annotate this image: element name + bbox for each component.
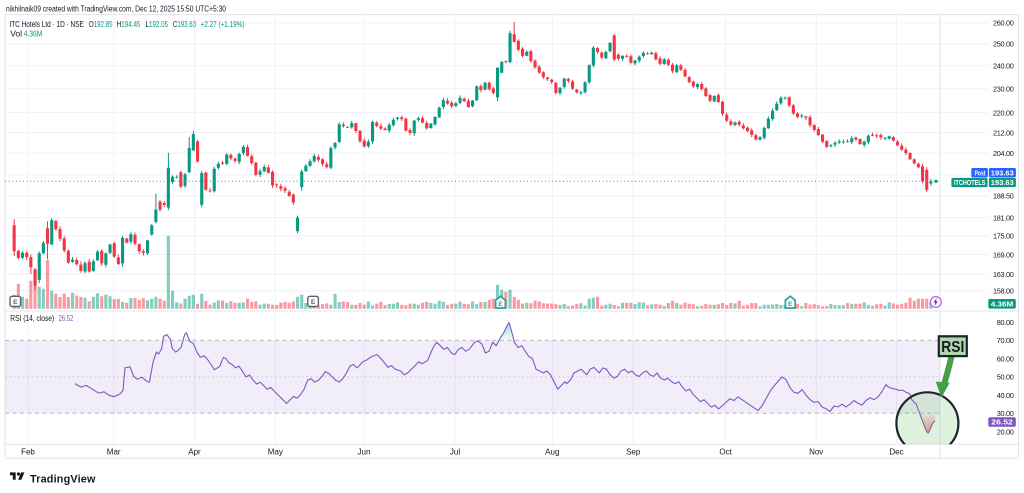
svg-text:TradingView: TradingView [30,473,96,485]
svg-text:240.00: 240.00 [993,62,1014,71]
svg-text:4.36M: 4.36M [24,29,43,39]
svg-text:250.00: 250.00 [993,40,1014,49]
svg-text:Vol: Vol [10,29,22,39]
svg-text:Mar: Mar [107,448,121,457]
svg-text:80.00: 80.00 [997,318,1014,327]
svg-text:ITCHOTELS: ITCHOTELS [954,178,985,187]
svg-text:Sep: Sep [626,448,641,457]
svg-text:Feb: Feb [21,448,35,457]
svg-text:Apr: Apr [188,448,201,457]
svg-text:188.50: 188.50 [993,192,1014,201]
svg-text:RSI (14, close): RSI (14, close) [10,313,54,323]
svg-text:Nov: Nov [809,448,823,457]
svg-text:nikhilnaik09 created with Trad: nikhilnaik09 created with TradingView.co… [6,5,226,14]
svg-text:193.63: 193.63 [991,168,1014,177]
svg-text:ITC Hotels Ltd · 1D · NSE: ITC Hotels Ltd · 1D · NSE [9,19,84,29]
svg-text:175.00: 175.00 [993,232,1014,241]
svg-text:20.00: 20.00 [997,427,1014,436]
svg-text:Oct: Oct [719,448,732,457]
svg-text:230.00: 230.00 [993,85,1014,94]
svg-text:50.00: 50.00 [997,373,1014,382]
svg-text:212.00: 212.00 [993,128,1014,137]
svg-text:193.63: 193.63 [991,178,1014,187]
svg-text:H194.45: H194.45 [117,19,141,29]
svg-text:E: E [498,301,503,308]
svg-text:260.00: 260.00 [993,19,1014,28]
svg-text:Jul: Jul [450,448,460,457]
svg-text:RSI: RSI [941,339,964,356]
svg-text:220.00: 220.00 [993,108,1014,117]
svg-text:O192.85: O192.85 [89,19,113,29]
svg-text:L192.05: L192.05 [146,19,169,29]
svg-text:40.00: 40.00 [997,391,1014,400]
svg-text:70.00: 70.00 [997,336,1014,345]
svg-text:163.00: 163.00 [993,270,1014,279]
svg-text:Aug: Aug [545,448,559,457]
svg-text:Jun: Jun [358,448,371,457]
svg-text:C193.63: C193.63 [173,19,196,29]
svg-text:181.00: 181.00 [993,213,1014,222]
svg-text:E: E [311,299,316,306]
svg-text:60.00: 60.00 [997,354,1014,363]
svg-text:Dec: Dec [889,448,903,457]
svg-text:+2.27 (+1.19%): +2.27 (+1.19%) [201,19,245,29]
svg-text:May: May [268,448,283,457]
svg-text:30.00: 30.00 [997,409,1014,418]
svg-text:Post: Post [975,168,986,177]
svg-text:4.36M: 4.36M [991,299,1014,308]
svg-text:158.00: 158.00 [993,287,1014,296]
svg-text:26.52: 26.52 [59,313,74,323]
svg-text:E: E [788,301,793,308]
svg-text:204.00: 204.00 [993,149,1014,158]
svg-text:169.00: 169.00 [993,250,1014,259]
svg-text:26.52: 26.52 [991,418,1013,427]
svg-text:E: E [13,299,18,306]
